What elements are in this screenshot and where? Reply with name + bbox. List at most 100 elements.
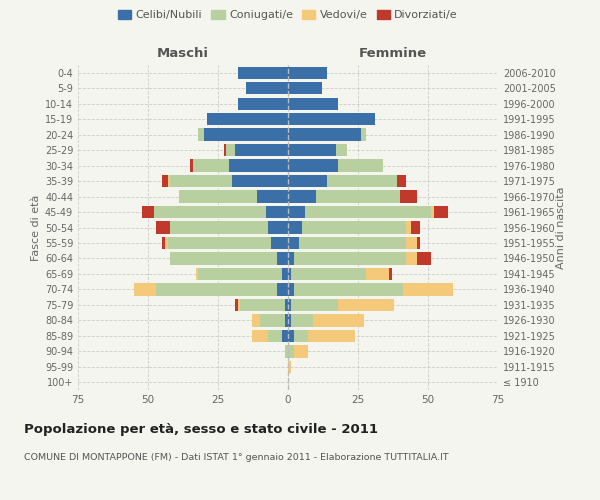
Bar	[288, 345, 293, 358]
Text: Maschi: Maschi	[157, 48, 209, 60]
Bar	[288, 298, 291, 311]
Bar	[170, 252, 277, 264]
Bar	[165, 237, 167, 249]
Bar	[260, 314, 285, 326]
Bar	[411, 222, 419, 234]
Bar	[406, 237, 417, 249]
Bar	[293, 330, 308, 342]
Bar	[291, 298, 338, 311]
Bar	[238, 98, 288, 110]
Bar	[162, 175, 167, 188]
Bar	[288, 283, 293, 296]
Bar	[283, 330, 288, 342]
Bar	[238, 298, 241, 311]
Bar	[167, 175, 170, 188]
Bar	[285, 345, 288, 358]
Legend: Celibi/Nubili, Coniugati/e, Vedovi/e, Divorziati/e: Celibi/Nubili, Coniugati/e, Vedovi/e, Di…	[113, 6, 463, 25]
Bar	[361, 128, 367, 141]
Bar	[335, 144, 347, 156]
Bar	[406, 252, 417, 264]
Bar	[417, 252, 431, 264]
Bar	[268, 222, 288, 234]
Bar	[288, 175, 327, 188]
Bar	[293, 283, 403, 296]
Bar	[299, 237, 406, 249]
Bar	[367, 268, 389, 280]
Bar	[302, 222, 406, 234]
Bar	[293, 252, 406, 264]
Bar	[285, 298, 288, 311]
Bar	[241, 298, 285, 311]
Bar	[305, 206, 431, 218]
Bar	[293, 345, 308, 358]
Bar	[196, 268, 199, 280]
Bar	[251, 330, 268, 342]
Bar	[291, 268, 367, 280]
Bar	[288, 144, 335, 156]
Bar	[313, 314, 364, 326]
Bar	[327, 175, 397, 188]
Bar	[134, 283, 157, 296]
Bar	[235, 298, 238, 311]
Y-axis label: Anni di nascita: Anni di nascita	[556, 186, 566, 269]
Text: Femmine: Femmine	[359, 48, 427, 60]
Bar	[431, 206, 434, 218]
Bar	[400, 190, 417, 202]
Bar	[288, 222, 302, 234]
Bar	[406, 222, 411, 234]
Bar	[288, 252, 293, 264]
Bar	[235, 144, 288, 156]
Bar	[154, 206, 266, 218]
Bar	[417, 237, 419, 249]
Bar	[288, 237, 299, 249]
Bar	[288, 314, 291, 326]
Bar	[397, 175, 406, 188]
Y-axis label: Fasce di età: Fasce di età	[31, 194, 41, 260]
Bar	[288, 330, 293, 342]
Bar	[268, 330, 283, 342]
Bar	[167, 237, 271, 249]
Bar	[224, 144, 226, 156]
Bar	[288, 128, 361, 141]
Bar	[288, 206, 305, 218]
Bar	[246, 82, 288, 94]
Bar	[207, 113, 288, 126]
Text: Popolazione per età, sesso e stato civile - 2011: Popolazione per età, sesso e stato civil…	[24, 422, 378, 436]
Bar	[271, 237, 288, 249]
Bar	[403, 283, 453, 296]
Bar	[157, 222, 170, 234]
Bar	[288, 360, 291, 373]
Bar	[288, 82, 322, 94]
Bar	[190, 160, 193, 172]
Bar	[338, 160, 383, 172]
Bar	[389, 268, 392, 280]
Bar	[251, 314, 260, 326]
Bar	[338, 298, 394, 311]
Bar	[170, 222, 268, 234]
Bar	[257, 190, 288, 202]
Bar	[288, 190, 316, 202]
Bar	[238, 66, 288, 79]
Bar	[162, 237, 165, 249]
Bar	[316, 190, 400, 202]
Bar	[204, 128, 288, 141]
Bar	[291, 314, 313, 326]
Bar	[226, 144, 235, 156]
Bar	[288, 66, 327, 79]
Bar	[277, 283, 288, 296]
Bar	[288, 268, 291, 280]
Bar	[285, 314, 288, 326]
Bar	[142, 206, 154, 218]
Bar	[277, 252, 288, 264]
Bar	[229, 160, 288, 172]
Bar	[199, 268, 283, 280]
Bar	[308, 330, 355, 342]
Bar	[434, 206, 448, 218]
Bar	[266, 206, 288, 218]
Bar	[193, 160, 229, 172]
Bar	[288, 160, 338, 172]
Text: COMUNE DI MONTAPPONE (FM) - Dati ISTAT 1° gennaio 2011 - Elaborazione TUTTITALIA: COMUNE DI MONTAPPONE (FM) - Dati ISTAT 1…	[24, 452, 449, 462]
Bar	[157, 283, 277, 296]
Bar	[170, 175, 232, 188]
Bar	[283, 268, 288, 280]
